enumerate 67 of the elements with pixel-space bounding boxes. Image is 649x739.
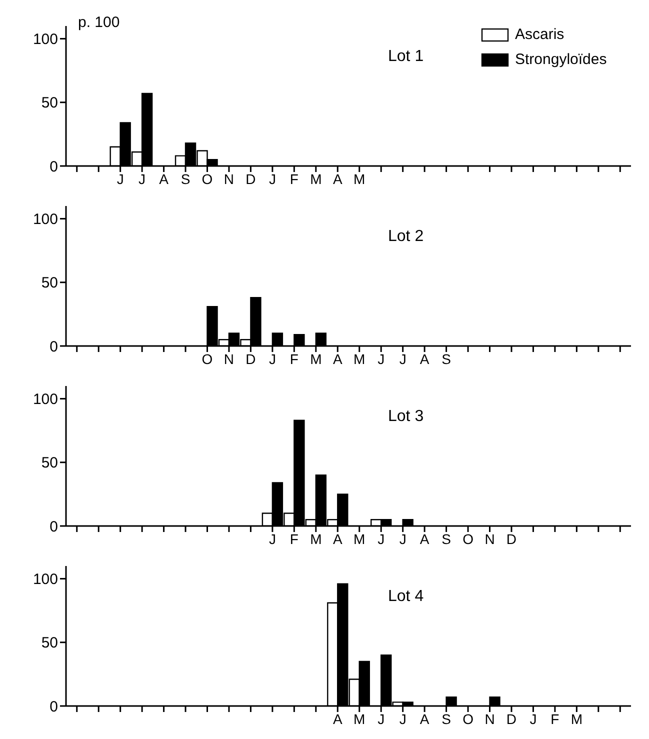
x-tick-label: A — [420, 530, 430, 547]
x-tick-label: D — [506, 530, 517, 547]
x-tick-label: J — [268, 170, 276, 187]
x-tick-label: M — [310, 350, 322, 367]
x-tick-label: F — [290, 530, 298, 547]
x-tick-label: A — [420, 350, 430, 367]
x-tick-label: M — [354, 530, 366, 547]
x-tick-label: J — [399, 530, 406, 547]
y-tick-label: 100 — [32, 391, 58, 408]
x-tick-label: J — [268, 350, 276, 367]
x-tick-label: A — [332, 350, 343, 367]
annotation: Lot 3 — [388, 408, 424, 426]
x-tick-label: O — [462, 710, 474, 727]
x-tick-label: A — [159, 170, 170, 187]
x-tick-label: A — [332, 530, 343, 547]
y-tick-label: 0 — [50, 518, 58, 536]
x-tick-label: N — [484, 530, 495, 547]
x-tick-label: J — [378, 710, 385, 727]
y-axis-title: p. 100 — [78, 14, 120, 31]
y-tick-label: 50 — [41, 94, 58, 112]
x-tick-label: M — [570, 710, 583, 727]
x-tick-label: D — [506, 710, 517, 727]
y-tick-label: 50 — [41, 274, 58, 292]
x-tick-label: S — [442, 350, 451, 367]
x-tick-label: M — [310, 530, 322, 547]
x-tick-label: S — [442, 530, 451, 547]
x-tick-label: O — [202, 170, 213, 187]
y-tick-label: 50 — [41, 634, 58, 652]
legend-label: Ascaris — [515, 26, 564, 43]
y-tick-label: 50 — [41, 454, 58, 472]
x-tick-label: S — [180, 170, 190, 187]
annotation: Lot 2 — [388, 228, 424, 246]
y-tick-label: 100 — [32, 211, 58, 228]
x-tick-label: J — [268, 530, 276, 547]
x-tick-label: J — [378, 530, 385, 547]
x-tick-label: O — [462, 530, 474, 547]
x-tick-label: A — [420, 710, 430, 727]
x-tick-label: J — [530, 710, 537, 727]
x-tick-label: N — [224, 350, 234, 367]
y-tick-label: 100 — [32, 31, 58, 48]
annotation: Lot 4 — [388, 588, 424, 606]
x-tick-label: D — [246, 350, 256, 367]
x-tick-label: D — [246, 170, 256, 187]
x-tick-label: S — [442, 710, 451, 727]
y-tick-label: 100 — [32, 571, 58, 588]
x-tick-label: J — [116, 170, 124, 187]
x-tick-label: O — [202, 350, 213, 367]
annotation: Lot 1 — [388, 48, 424, 66]
x-tick-label: A — [332, 170, 343, 187]
y-tick-label: 0 — [50, 698, 58, 716]
y-tick-label: 0 — [50, 158, 58, 176]
x-tick-label: A — [332, 710, 343, 727]
x-tick-label: F — [290, 170, 298, 187]
x-tick-label: J — [378, 350, 385, 367]
x-tick-label: N — [484, 710, 495, 727]
x-tick-label: F — [550, 710, 560, 727]
legend-label: Strongyloïdes — [515, 51, 607, 68]
x-tick-label: M — [354, 350, 366, 367]
y-tick-label: 0 — [50, 338, 58, 356]
x-tick-label: J — [399, 710, 406, 727]
x-tick-label: J — [138, 170, 146, 187]
x-tick-label: N — [224, 170, 234, 187]
x-tick-label: M — [354, 170, 366, 187]
x-tick-label: M — [354, 710, 366, 727]
x-tick-label: J — [399, 350, 406, 367]
x-tick-label: F — [290, 350, 298, 367]
x-tick-label: M — [310, 170, 322, 187]
